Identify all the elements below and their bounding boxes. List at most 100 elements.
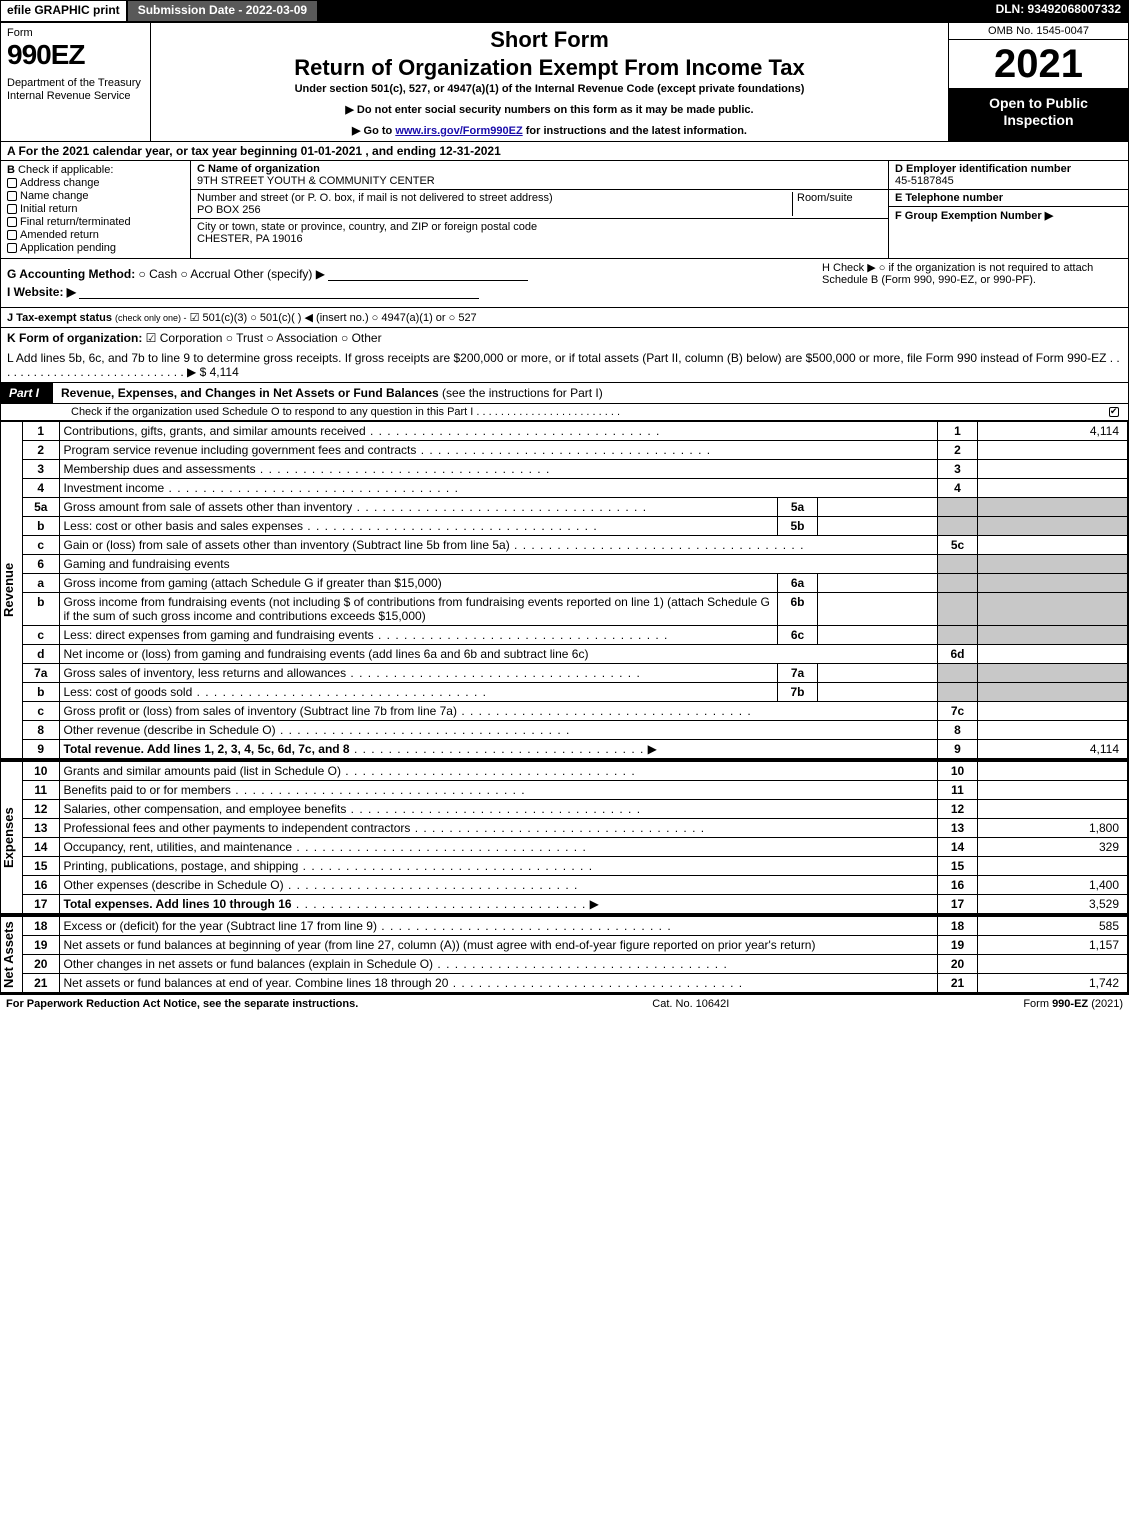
ein: 45-5187845 (895, 175, 954, 187)
short-form-title: Short Form (157, 27, 942, 53)
expenses-section: Expenses 10Grants and similar amounts pa… (1, 759, 1128, 914)
footer-mid: Cat. No. 10642I (652, 998, 729, 1010)
line-8: 8Other revenue (describe in Schedule O)8 (23, 721, 1128, 740)
line-7a: 7aGross sales of inventory, less returns… (23, 664, 1128, 683)
irs-link[interactable]: www.irs.gov/Form990EZ (395, 125, 522, 137)
chk-final-return[interactable]: Final return/terminated (7, 216, 184, 228)
part-1-sub: Check if the organization used Schedule … (1, 404, 1128, 421)
section-i: I Website: ▶ (7, 285, 1122, 299)
line-16: 16Other expenses (describe in Schedule O… (23, 876, 1128, 895)
line-6b: b Gross income from fundraising events (… (23, 593, 1128, 626)
page-footer: For Paperwork Reduction Act Notice, see … (0, 994, 1129, 1013)
line-3: 3Membership dues and assessments3 (23, 460, 1128, 479)
org-city: CHESTER, PA 19016 (197, 233, 303, 245)
j-sub: (check only one) - (115, 313, 187, 323)
tax-year: 2021 (949, 40, 1128, 89)
line-1: 1Contributions, gifts, grants, and simil… (23, 422, 1128, 441)
j-label: J Tax-exempt status (7, 312, 112, 324)
c-name-label: C Name of organization (197, 163, 320, 175)
k-label: K Form of organization: (7, 331, 142, 345)
j-options: ☑ 501(c)(3) ○ 501(c)( ) ◀ (insert no.) ○… (190, 312, 477, 324)
topbar-spacer (318, 0, 987, 22)
line-19: 19Net assets or fund balances at beginni… (23, 936, 1128, 955)
line-21: 21Net assets or fund balances at end of … (23, 974, 1128, 993)
top-bar: efile GRAPHIC print Submission Date - 20… (0, 0, 1129, 22)
omb-number: OMB No. 1545-0047 (949, 23, 1128, 40)
line-12: 12Salaries, other compensation, and empl… (23, 800, 1128, 819)
form-number: 990EZ (7, 39, 144, 71)
header-right: OMB No. 1545-0047 2021 Open to Public In… (948, 23, 1128, 141)
line-6: 6Gaming and fundraising events (23, 555, 1128, 574)
line-9: 9Total revenue. Add lines 1, 2, 3, 4, 5c… (23, 740, 1128, 759)
chk-initial-return[interactable]: Initial return (7, 203, 184, 215)
net-assets-side-label: Net Assets (1, 916, 23, 993)
org-name: 9TH STREET YOUTH & COMMUNITY CENTER (197, 175, 435, 187)
g-options: ○ Cash ○ Accrual Other (specify) ▶ (139, 267, 325, 281)
open-to-public: Open to Public Inspection (949, 89, 1128, 141)
footer-right: Form 990-EZ (2021) (1023, 998, 1123, 1010)
c-city-label: City or town, state or province, country… (197, 221, 537, 233)
section-d-e-f: D Employer identification number 45-5187… (888, 161, 1128, 258)
footer-left: For Paperwork Reduction Act Notice, see … (6, 998, 358, 1010)
line-11: 11Benefits paid to or for members11 (23, 781, 1128, 800)
g-label: G Accounting Method: (7, 267, 135, 281)
b-label: B (7, 164, 15, 176)
line-20: 20Other changes in net assets or fund ba… (23, 955, 1128, 974)
section-c: C Name of organization 9TH STREET YOUTH … (191, 161, 888, 258)
note-goto-pre: ▶ Go to (352, 125, 395, 137)
line-13: 13Professional fees and other payments t… (23, 819, 1128, 838)
b-check-label: Check if applicable: (18, 164, 113, 176)
expenses-table: 10Grants and similar amounts paid (list … (23, 761, 1128, 914)
form-header: Form 990EZ Department of the Treasury In… (1, 23, 1128, 142)
expenses-side-label: Expenses (1, 761, 23, 914)
line-4: 4Investment income4 (23, 479, 1128, 498)
chk-application-pending[interactable]: Application pending (7, 242, 184, 254)
header-left: Form 990EZ Department of the Treasury In… (1, 23, 151, 141)
section-k: K Form of organization: ☑ Corporation ○ … (1, 328, 1128, 348)
line-10: 10Grants and similar amounts paid (list … (23, 762, 1128, 781)
e-label: E Telephone number (895, 192, 1003, 204)
line-7c: cGross profit or (loss) from sales of in… (23, 702, 1128, 721)
line-6a: aGross income from gaming (attach Schedu… (23, 574, 1128, 593)
k-options: ☑ Corporation ○ Trust ○ Association ○ Ot… (146, 331, 382, 345)
part-1-tag: Part I (1, 383, 53, 403)
f-label: F Group Exemption Number ▶ (895, 210, 1053, 222)
line-17: 17Total expenses. Add lines 10 through 1… (23, 895, 1128, 914)
line-6c: cLess: direct expenses from gaming and f… (23, 626, 1128, 645)
block-b-to-f: B Check if applicable: Address change Na… (1, 161, 1128, 259)
section-b: B Check if applicable: Address change Na… (1, 161, 191, 258)
block-g-h-i: H Check ▶ ○ if the organization is not r… (1, 259, 1128, 307)
chk-name-change[interactable]: Name change (7, 190, 184, 202)
line-5c: cGain or (loss) from sale of assets othe… (23, 536, 1128, 555)
part-1-header: Part I Revenue, Expenses, and Changes in… (1, 383, 1128, 404)
i-label: I Website: ▶ (7, 285, 76, 299)
form-subtitle: Under section 501(c), 527, or 4947(a)(1)… (157, 83, 942, 95)
form-title: Return of Organization Exempt From Incom… (157, 55, 942, 81)
revenue-side-label: Revenue (1, 421, 23, 759)
line-6d: dNet income or (loss) from gaming and fu… (23, 645, 1128, 664)
c-street-label: Number and street (or P. O. box, if mail… (197, 192, 553, 204)
form-container: Form 990EZ Department of the Treasury In… (0, 22, 1129, 994)
line-7b: bLess: cost of goods sold7b (23, 683, 1128, 702)
line-14: 14Occupancy, rent, utilities, and mainte… (23, 838, 1128, 857)
org-street: PO BOX 256 (197, 204, 261, 216)
row-a-tax-year: A For the 2021 calendar year, or tax yea… (1, 142, 1128, 161)
section-j: J Tax-exempt status (check only one) - ☑… (1, 307, 1128, 328)
website-input[interactable] (79, 285, 479, 299)
line-15: 15Printing, publications, postage, and s… (23, 857, 1128, 876)
section-l: L Add lines 5b, 6c, and 7b to line 9 to … (1, 348, 1128, 383)
note-goto-post: for instructions and the latest informat… (523, 125, 747, 137)
g-other-input[interactable] (328, 267, 528, 281)
chk-amended-return[interactable]: Amended return (7, 229, 184, 241)
revenue-table: 1Contributions, gifts, grants, and simil… (23, 421, 1128, 759)
dln: DLN: 93492068007332 (988, 0, 1129, 22)
net-assets-section: Net Assets 18Excess or (deficit) for the… (1, 914, 1128, 993)
department: Department of the Treasury Internal Reve… (7, 77, 144, 103)
form-word: Form (7, 27, 144, 39)
part-1-title: Revenue, Expenses, and Changes in Net As… (53, 386, 603, 400)
line-5a: 5aGross amount from sale of assets other… (23, 498, 1128, 517)
chk-address-change[interactable]: Address change (7, 177, 184, 189)
line-5b: bLess: cost or other basis and sales exp… (23, 517, 1128, 536)
part-1-schedule-o-checkbox[interactable] (1109, 406, 1122, 418)
efile-print-button[interactable]: efile GRAPHIC print (0, 0, 127, 22)
